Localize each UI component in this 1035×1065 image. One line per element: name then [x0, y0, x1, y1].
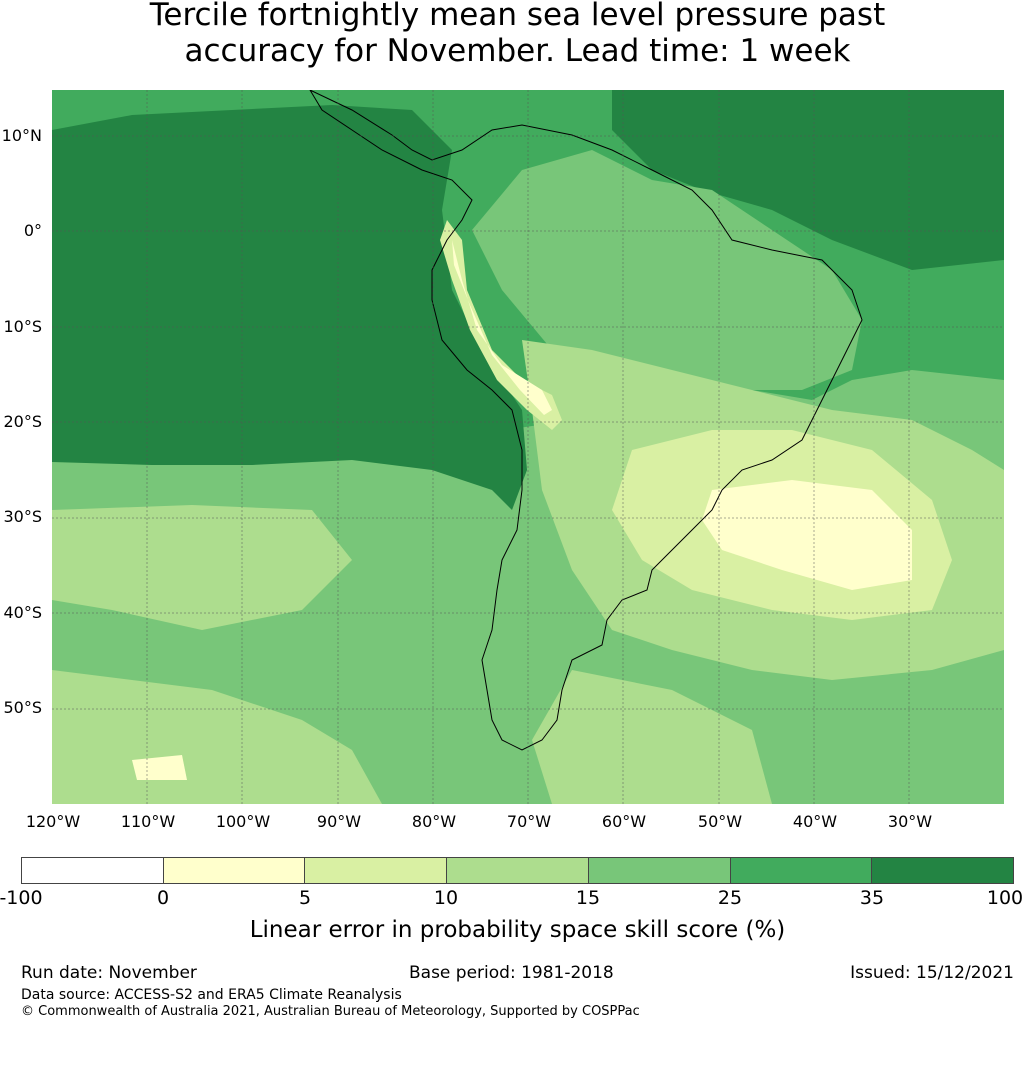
band-35-100-north — [612, 90, 1004, 270]
lat-label-40s: 40°S — [3, 603, 42, 622]
colorbar-tick: 25 — [717, 887, 743, 909]
copyright: © Commonwealth of Australia 2021, Austra… — [21, 1004, 640, 1019]
coastline — [309, 90, 863, 751]
colorbar-seg-1 — [22, 858, 164, 883]
data-source: Data source: ACCESS-S2 and ERA5 Climate … — [21, 987, 402, 1003]
colorbar-seg-2 — [163, 858, 306, 883]
band-0-5-patch — [132, 755, 187, 780]
band-0-5 — [702, 480, 912, 590]
lat-label-50s: 50°S — [3, 698, 42, 717]
colorbar-tick: 35 — [859, 887, 885, 909]
run-date: Run date: November — [21, 963, 197, 983]
lon-label-30w: 30°W — [887, 812, 933, 831]
graticule — [52, 90, 1004, 804]
colorbar-seg-3 — [305, 858, 448, 883]
lon-label-100w: 100°W — [215, 812, 271, 831]
lon-label-60w: 60°W — [601, 812, 647, 831]
colorbar-seg-4 — [447, 858, 589, 883]
lat-label-30s: 30°S — [3, 507, 42, 526]
issued-date: Issued: 15/12/2021 — [850, 963, 1014, 983]
base-period: Base period: 1981-2018 — [409, 963, 614, 983]
lat-label-20s: 20°S — [3, 412, 42, 431]
skill-map — [52, 90, 1004, 804]
colorbar-tick: 5 — [298, 887, 312, 909]
map-panel — [52, 90, 1004, 804]
colorbar-tick: 0 — [156, 887, 170, 909]
lat-label-10n: 10°N — [1, 126, 42, 145]
lat-label-0: 0° — [23, 221, 42, 240]
band-10-15-west — [52, 505, 352, 630]
lon-label-70w: 70°W — [506, 812, 552, 831]
colorbar-tick: 100 — [986, 887, 1024, 909]
lon-label-50w: 50°W — [697, 812, 743, 831]
title-line-2: accuracy for November. Lead time: 1 week — [184, 33, 851, 69]
colorbar-tick: 10 — [433, 887, 459, 909]
lon-label-40w: 40°W — [792, 812, 838, 831]
title-line-1: Tercile fortnightly mean sea level press… — [149, 0, 886, 33]
colorbar-tick: 15 — [575, 887, 601, 909]
band-10-15-southwest — [52, 670, 382, 804]
andes-core — [452, 240, 552, 415]
band-15-25-continent — [472, 150, 862, 390]
lon-label-80w: 80°W — [411, 812, 457, 831]
colorbar-label: Linear error in probability space skill … — [249, 917, 786, 943]
colorbar-seg-5 — [588, 858, 731, 883]
colorbar-seg-6 — [730, 858, 873, 883]
lon-label-110w: 110°W — [120, 812, 176, 831]
colorbar — [21, 857, 1014, 884]
colorbar-tick: -100 — [0, 887, 43, 909]
chart-title: Tercile fortnightly mean sea level press… — [0, 0, 1035, 69]
colorbar-seg-7 — [872, 858, 1014, 883]
band-10-15-south — [532, 670, 772, 804]
lon-label-90w: 90°W — [316, 812, 362, 831]
band-35-100-pacific — [52, 105, 527, 510]
lon-label-120w: 120°W — [25, 812, 81, 831]
lat-label-10s: 10°S — [3, 317, 42, 336]
